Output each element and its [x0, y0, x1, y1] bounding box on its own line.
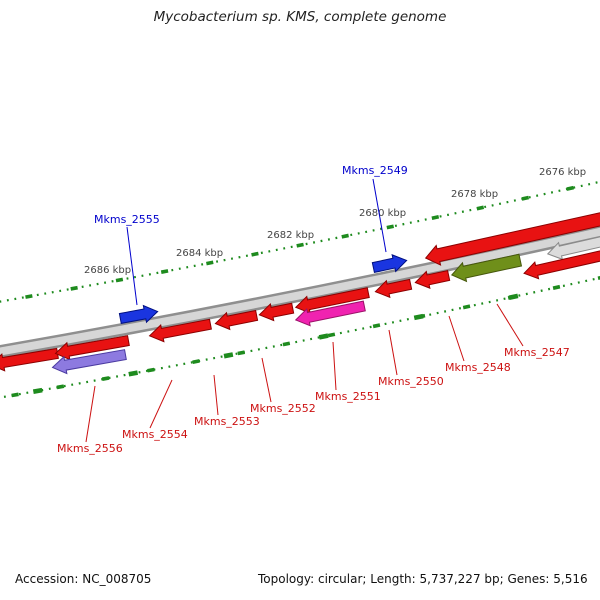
scale-label-2682: 2682 kbp	[267, 230, 314, 241]
genome-track	[0, 225, 600, 359]
gene-label-mkms-2556[interactable]: Mkms_2556	[57, 442, 123, 455]
genome-track-fill	[0, 227, 600, 356]
scale-label-2686: 2686 kbp	[84, 265, 131, 276]
leader-line-mkms-2551	[332, 341, 337, 391]
scale-label-2680: 2680 kbp	[359, 208, 406, 219]
gene-arrow-mkms-2548[interactable]	[414, 267, 451, 291]
gene-label-mkms-2552[interactable]: Mkms_2552	[250, 402, 316, 415]
gene-label-mkms-2549[interactable]: Mkms_2549	[342, 164, 408, 177]
gene-arrow-mkms-2549[interactable]	[371, 252, 409, 276]
gene-arrow[interactable]	[546, 232, 600, 262]
gene-arrow-mkms-2553[interactable]	[214, 307, 259, 332]
gene-label-mkms-2547[interactable]: Mkms_2547	[504, 346, 570, 359]
leader-line-mkms-2549	[372, 178, 387, 253]
leader-line-mkms-2553	[213, 374, 219, 416]
leader-line-mkms-2548	[448, 315, 465, 362]
scale-label-2676: 2676 kbp	[539, 167, 586, 178]
leader-line-mkms-2556	[85, 385, 96, 443]
leader-line-mkms-2554	[149, 379, 173, 429]
gene-label-mkms-2554[interactable]: Mkms_2554	[122, 428, 188, 441]
scale-label-2684: 2684 kbp	[176, 248, 223, 259]
gene-arrow-mkms-2550[interactable]	[374, 276, 413, 300]
gene-label-mkms-2555[interactable]: Mkms_2555	[94, 213, 160, 226]
scale-label-2678: 2678 kbp	[451, 189, 498, 200]
leader-line-mkms-2552	[261, 357, 272, 403]
gene-arrow-mkms-2552[interactable]	[258, 300, 295, 323]
gene-label-mkms-2553[interactable]: Mkms_2553	[194, 415, 260, 428]
leader-line-mkms-2555	[126, 226, 138, 306]
gene-arrow-mkms-2556[interactable]	[51, 346, 127, 376]
leader-line-mkms-2550	[388, 329, 398, 376]
gene-arrow[interactable]	[424, 208, 600, 268]
gene-arrow-mkms-2555[interactable]	[118, 303, 159, 327]
gene-arrow-mkms-2551[interactable]	[294, 298, 366, 329]
scale-dots-lower	[0, 276, 600, 399]
gene-label-mkms-2550[interactable]: Mkms_2550	[378, 375, 444, 388]
footer-genome-details: Topology: circular; Length: 5,737,227 bp…	[257, 572, 588, 586]
leader-line-mkms-2547	[496, 303, 524, 347]
gene-arrow-mkms-2547[interactable]	[450, 251, 523, 284]
gene-label-mkms-2548[interactable]: Mkms_2548	[445, 361, 511, 374]
footer-accession: Accession: NC_008705	[15, 572, 151, 586]
genes-layer	[0, 208, 600, 376]
scale-line-lower	[0, 275, 600, 400]
gene-label-mkms-2551[interactable]: Mkms_2551	[315, 390, 381, 403]
gene-arrow[interactable]	[522, 246, 600, 281]
scale-ticks-upper	[0, 179, 600, 304]
page-title: Mycobacterium sp. KMS, complete genome	[154, 9, 447, 25]
gene-arrow-mkms-2554[interactable]	[148, 316, 212, 344]
scale-line-upper	[0, 179, 600, 304]
